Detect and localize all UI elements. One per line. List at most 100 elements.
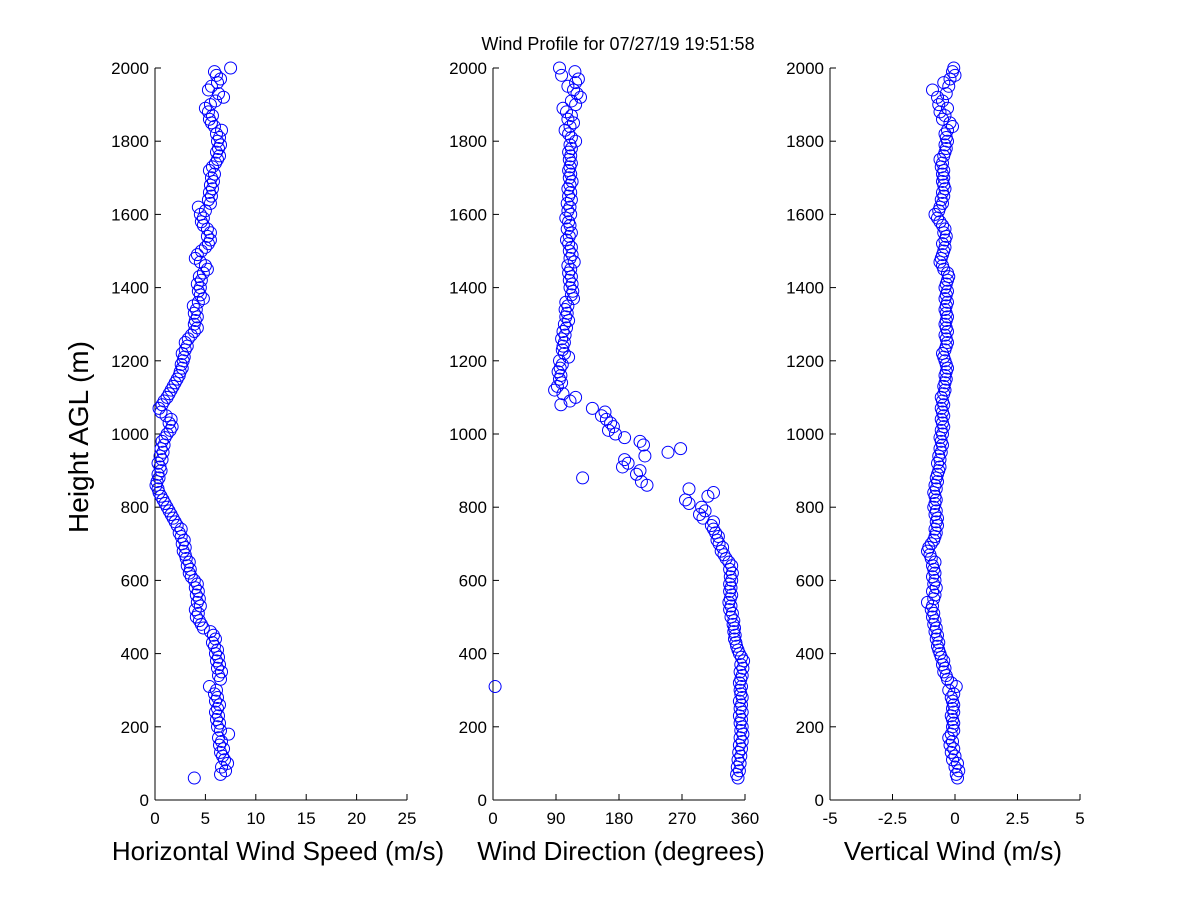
y-tick-label: 400 [121, 645, 149, 664]
data-point [154, 489, 168, 503]
data-point [621, 456, 635, 470]
x-tick-label: -2.5 [878, 809, 907, 828]
data-point [215, 665, 229, 679]
data-point [946, 734, 959, 748]
data-point [164, 508, 178, 522]
y-tick-label: 1000 [449, 425, 487, 444]
data-point [952, 764, 966, 778]
data-point [210, 643, 224, 657]
data-point [201, 237, 215, 251]
data-point [221, 756, 235, 770]
data-point [562, 266, 576, 280]
data-point [153, 460, 167, 474]
x-tick-label: -5 [822, 809, 837, 828]
y-tick-label: 400 [796, 645, 824, 664]
data-point [570, 87, 584, 101]
y-tick-label: 400 [459, 645, 487, 664]
data-point [168, 515, 182, 529]
data-point [921, 595, 934, 609]
y-tick-label: 200 [796, 718, 824, 737]
x-axis-label: Horizontal Wind Speed (m/s) [112, 836, 444, 866]
data-point [205, 636, 219, 650]
data-point [556, 325, 570, 339]
data-point [209, 654, 223, 668]
data-point [213, 149, 227, 163]
data-point [561, 182, 575, 196]
vertical-wind-panel: 0 200 400 600 800 1000 1200 1400 1600 1800 2000 -5 -… [786, 59, 1085, 866]
data-point [204, 189, 218, 203]
data-point [200, 262, 214, 276]
data-point [556, 101, 570, 115]
data-point [563, 251, 577, 265]
x-tick-label: 25 [398, 809, 417, 828]
data-point [933, 153, 947, 166]
y-axis-label: Height AGL (m) [63, 341, 94, 533]
data-point [189, 303, 203, 317]
data-point [210, 691, 224, 705]
data-point [682, 482, 696, 496]
y-tick-label: 0 [140, 791, 149, 810]
data-point [194, 244, 208, 258]
data-point [941, 266, 954, 280]
data-point [934, 423, 948, 437]
data-point [555, 332, 569, 346]
data-point [936, 259, 949, 273]
data-point [170, 519, 184, 532]
wind-direction-panel: 0 200 400 600 800 1000 1200 1400 1600 1800 2000 0 90… [449, 59, 765, 866]
data-point [936, 346, 949, 360]
data-point [704, 519, 718, 532]
data-point [191, 200, 205, 214]
data-point [189, 588, 203, 602]
data-point [190, 277, 204, 291]
data-point [187, 325, 201, 339]
data-point [733, 756, 747, 770]
data-point [562, 189, 576, 203]
data-point [732, 694, 746, 708]
data-point [176, 544, 190, 558]
data-point [553, 361, 567, 375]
data-point [682, 497, 696, 511]
y-tick-label: 600 [459, 571, 487, 590]
y-tick-label: 1600 [111, 205, 149, 224]
data-point [928, 555, 942, 569]
data-point [944, 745, 958, 759]
data-point [723, 570, 737, 584]
data-point [208, 705, 222, 719]
data-point [208, 156, 222, 170]
data-point [618, 453, 632, 467]
data-point [735, 712, 748, 726]
data-point [563, 178, 577, 192]
data-point [595, 409, 608, 423]
data-point [207, 639, 221, 653]
data-point [558, 303, 572, 317]
data-point [562, 273, 576, 287]
data-point [203, 625, 217, 639]
data-point [923, 548, 937, 562]
data-point [933, 460, 947, 474]
data-point [564, 109, 578, 123]
y-tick-label: 1200 [111, 352, 149, 371]
data-point [937, 654, 951, 668]
data-point [944, 691, 958, 705]
data-point [947, 61, 961, 75]
data-point [943, 738, 957, 752]
data-point [217, 742, 231, 756]
x-tick-label: 2.5 [1006, 809, 1030, 828]
data-point [946, 753, 959, 767]
y-tick-label: 1200 [449, 352, 487, 371]
data-point [555, 68, 569, 82]
y-tick-label: 200 [121, 718, 149, 737]
data-point [574, 90, 587, 104]
x-tick-label: 0 [950, 809, 959, 828]
data-point [928, 573, 942, 587]
data-point [941, 284, 954, 298]
data-point [563, 281, 577, 295]
data-point [208, 632, 222, 646]
data-point [948, 760, 962, 774]
data-point [218, 753, 232, 767]
data-point [733, 731, 747, 745]
data-point [204, 171, 218, 185]
y-tick-label: 2000 [449, 59, 487, 78]
y-tick-label: 800 [121, 498, 149, 517]
data-point [938, 138, 952, 152]
